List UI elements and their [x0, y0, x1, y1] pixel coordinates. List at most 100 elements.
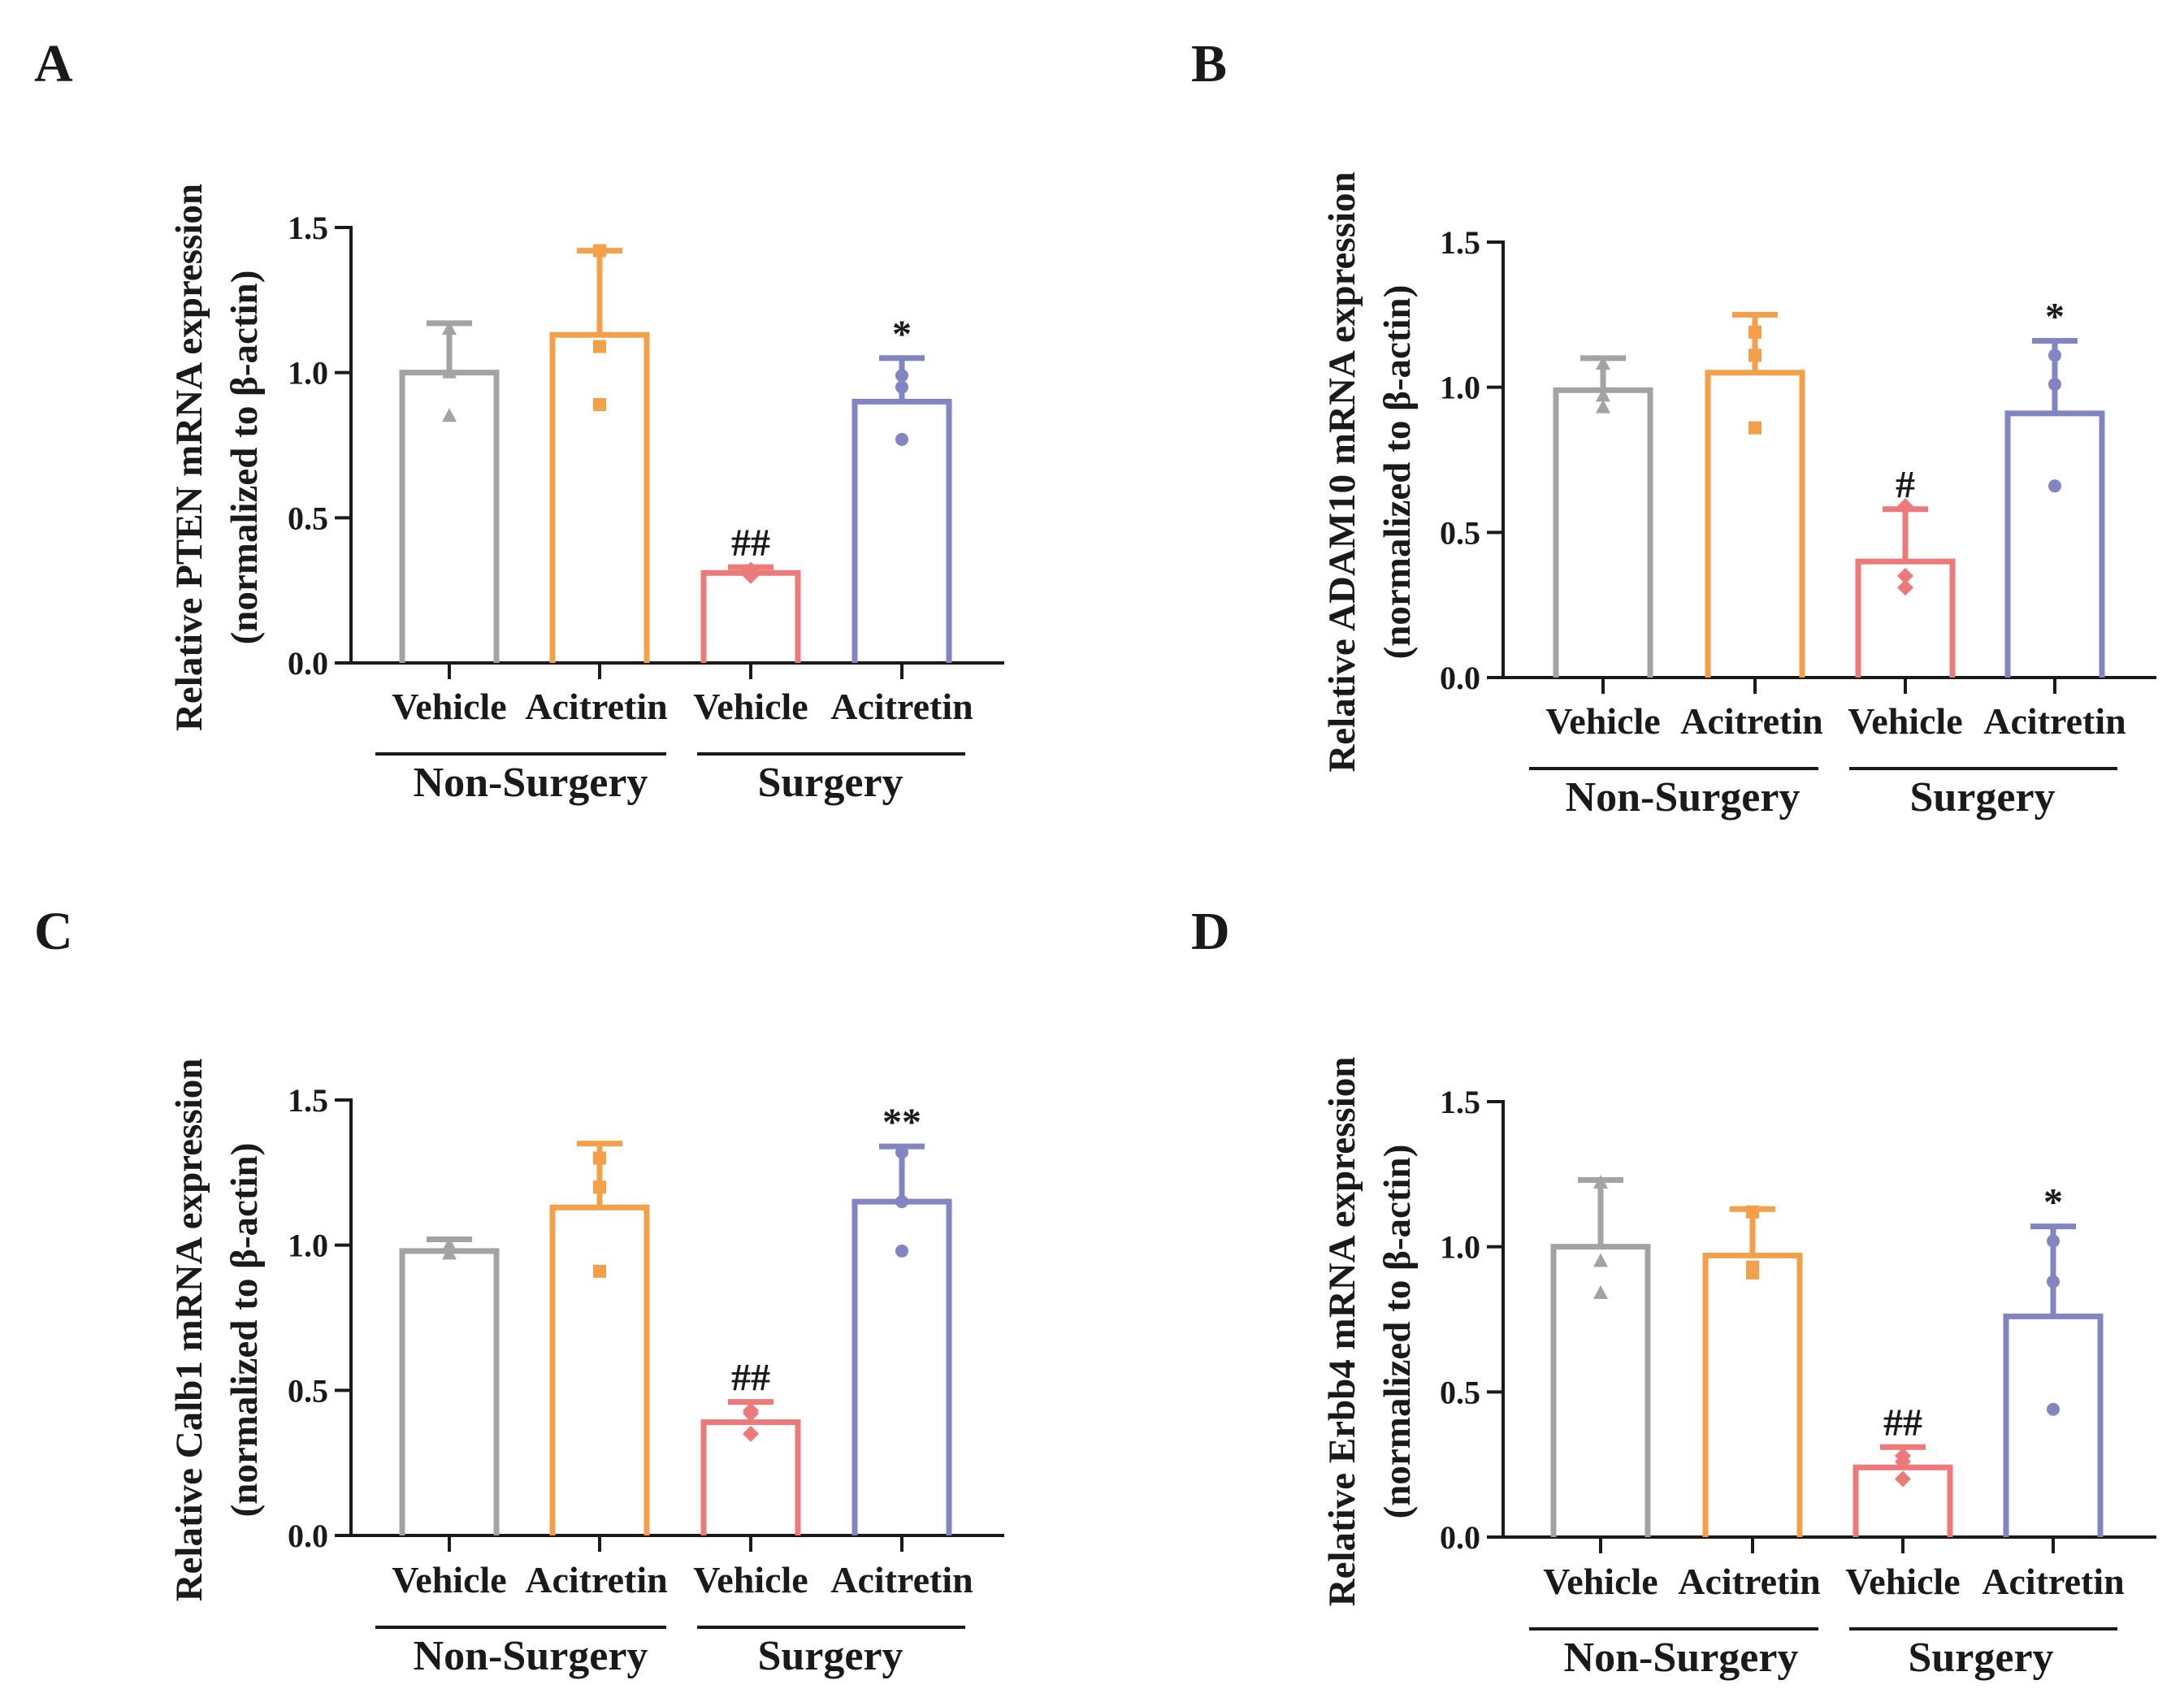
bar-group: [2003, 1223, 2104, 1537]
y-tick-label: 0.0: [288, 1518, 328, 1554]
category-label: Acitretin: [830, 686, 973, 727]
data-point-circle: [895, 432, 908, 446]
y-tick-label: 1.0: [1440, 370, 1480, 406]
data-point-circle: [2048, 479, 2061, 493]
category-label: Vehicle: [392, 1559, 506, 1600]
group-label: Surgery: [757, 1633, 903, 1679]
data-point-triangle: [442, 364, 457, 379]
category-label: Acitretin: [830, 1559, 973, 1600]
data-point-triangle: [442, 1236, 457, 1251]
data-point-circle: [2048, 378, 2061, 392]
y-axis-label: Relative Erbb4 mRNA expression: [1321, 1057, 1363, 1607]
bar: [700, 1419, 801, 1535]
bar-group: [399, 1236, 500, 1535]
bar-group: [2004, 337, 2105, 678]
data-point-diamond: [1897, 579, 1913, 596]
data-point-circle: [895, 369, 908, 383]
significance-marker: ##: [1883, 1401, 1922, 1444]
chart-panel-a: A Relative PTEN mRNA expression (normalize…: [34, 34, 1004, 806]
data-point-square: [1748, 325, 1762, 339]
y-tick-label: 0.0: [1440, 1519, 1480, 1556]
data-point-diamond: [1897, 498, 1913, 515]
data-point-square: [1748, 349, 1762, 362]
data-point-diamond: [743, 1402, 759, 1419]
data-point-triangle: [442, 321, 457, 336]
y-axis-label: Relative PTEN mRNA expression: [168, 184, 210, 731]
bar: [399, 1248, 500, 1535]
data-point-square: [593, 1264, 606, 1278]
group-label: Non-Surgery: [414, 1633, 648, 1679]
y-tick-label: 0.5: [288, 500, 328, 536]
data-point-square: [1746, 1260, 1759, 1274]
bar: [1550, 1244, 1651, 1537]
y-tick-label: 1.0: [288, 355, 328, 392]
category-label: Acitretin: [1983, 700, 2126, 742]
data-point-square: [593, 1180, 606, 1194]
category-label: Acitretin: [525, 1559, 667, 1600]
panel-letter: D: [1191, 902, 1230, 961]
bar: [1705, 370, 1805, 678]
data-point-triangle: [1593, 1284, 1608, 1299]
bar-group: [852, 355, 952, 663]
bar-group: [1852, 1444, 1953, 1537]
data-point-circle: [2048, 349, 2061, 362]
bar: [852, 398, 952, 663]
chart-panel-b: B Relative ADAM10 mRNA expression (normali…: [1191, 34, 2156, 821]
bar: [1702, 1252, 1803, 1537]
y-tick-label: 0.5: [288, 1372, 328, 1409]
bar: [700, 569, 801, 663]
category-label: Vehicle: [693, 1559, 808, 1600]
y-axis-label-sub: (normalized to β-actin): [1376, 1145, 1419, 1519]
significance-marker: *: [2045, 295, 2065, 338]
data-point-square: [593, 1151, 606, 1165]
bar-group: [852, 1143, 952, 1535]
panel-letter: C: [34, 902, 73, 961]
data-point-triangle: [1593, 1253, 1608, 1267]
y-axis-label: Relative ADAM10 mRNA expression: [1321, 171, 1363, 772]
data-point-diamond: [743, 561, 759, 578]
y-axis-label: Relative Calb1 mRNA expression: [168, 1059, 210, 1602]
bar-group: [549, 1141, 650, 1535]
chart-panel-c: C Relative Calb1 mRNA expression (normaliz…: [34, 902, 1004, 1679]
significance-marker: #: [1896, 464, 1915, 507]
category-label: Vehicle: [392, 686, 506, 727]
group-label: Surgery: [757, 760, 903, 806]
y-axis-label-sub: (normalized to β-actin): [223, 271, 266, 645]
bar: [2003, 1313, 2104, 1537]
data-point-square: [1748, 421, 1762, 435]
group-label: Surgery: [1909, 774, 2055, 821]
data-point-triangle: [442, 408, 457, 422]
significance-marker: ##: [731, 1357, 770, 1400]
panel-letter: A: [34, 34, 73, 93]
bar-group: [399, 320, 500, 663]
y-tick-label: 1.5: [288, 210, 328, 246]
category-label: Vehicle: [1545, 700, 1660, 742]
y-tick-label: 1.5: [1440, 1084, 1480, 1120]
data-point-square: [593, 340, 606, 353]
bar-group: [1550, 1175, 1651, 1537]
data-point-diamond: [1895, 1447, 1911, 1464]
data-point-diamond: [1895, 1470, 1911, 1488]
significance-marker: *: [892, 313, 912, 356]
data-point-circle: [895, 1195, 908, 1209]
data-point-square: [593, 397, 606, 411]
y-tick-label: 0.0: [1440, 660, 1480, 696]
group-label: Non-Surgery: [1564, 1635, 1799, 1681]
bar-group: [1553, 355, 1653, 678]
category-label: Vehicle: [1543, 1561, 1658, 1602]
bar: [549, 331, 650, 663]
data-point-diamond: [743, 1425, 759, 1442]
y-axis-label-sub: (normalized to β-actin): [1376, 285, 1419, 660]
bar-group: [1705, 311, 1805, 678]
y-tick-label: 0.0: [288, 645, 328, 682]
bar-group: [1855, 498, 1956, 678]
data-point-circle: [895, 1244, 908, 1258]
category-label: Acitretin: [1982, 1561, 2124, 1602]
data-point-square: [1746, 1205, 1759, 1219]
category-label: Vehicle: [693, 686, 808, 727]
category-label: Acitretin: [1678, 1561, 1820, 1602]
bar-group: [549, 244, 650, 663]
category-label: Acitretin: [1680, 700, 1822, 742]
data-point-circle: [2047, 1234, 2060, 1248]
